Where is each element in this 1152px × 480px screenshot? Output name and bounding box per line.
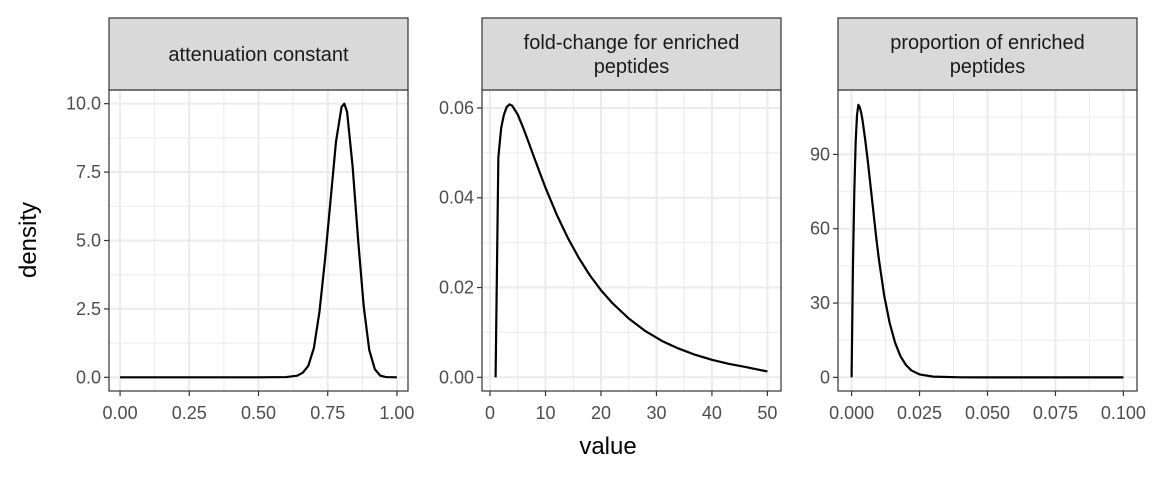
facet-strip-label: fold-change for enriched xyxy=(524,32,740,54)
y-axis-title: density xyxy=(15,202,42,278)
x-tick-label: 0.000 xyxy=(829,403,874,423)
facet-strip-label: proportion of enriched xyxy=(890,32,1085,54)
x-tick-label: 50 xyxy=(757,403,777,423)
x-tick-label: 0.050 xyxy=(965,403,1010,423)
facet-strip-label: peptides xyxy=(950,56,1026,78)
y-tick-label: 0.02 xyxy=(439,278,474,298)
y-tick-label: 30 xyxy=(810,293,830,313)
y-tick-label: 0 xyxy=(820,367,830,387)
panel-background xyxy=(482,90,781,391)
x-tick-label: 30 xyxy=(646,403,666,423)
facet-strip-label: attenuation constant xyxy=(168,44,349,66)
x-tick-label: 0.00 xyxy=(103,403,138,423)
y-tick-label: 0.04 xyxy=(439,188,474,208)
y-tick-label: 60 xyxy=(810,219,830,239)
x-tick-label: 20 xyxy=(591,403,611,423)
y-tick-label: 7.5 xyxy=(76,162,101,182)
x-tick-label: 0.025 xyxy=(897,403,942,423)
x-tick-label: 0.75 xyxy=(310,403,345,423)
y-tick-label: 0.0 xyxy=(76,367,101,387)
y-tick-label: 90 xyxy=(810,144,830,164)
x-tick-label: 0.075 xyxy=(1033,403,1078,423)
density-line-1 xyxy=(120,102,397,379)
x-axis-title: value xyxy=(579,433,636,460)
facet-strip xyxy=(837,17,1138,91)
x-tick-label: 0.25 xyxy=(172,403,207,423)
panel-1: attenuation constant 0.00 0.25 0.50 0.75 1.00… xyxy=(66,17,414,423)
x-tick-label: 0.50 xyxy=(241,403,276,423)
facet-strip xyxy=(108,17,409,91)
x-tick-label: 1.00 xyxy=(379,403,414,423)
x-tick-label: 0 xyxy=(485,403,495,423)
y-tick-label: 2.5 xyxy=(76,299,101,319)
y-tick-label: 10.0 xyxy=(66,94,101,114)
facet-strip-label: peptides xyxy=(594,56,670,78)
y-tick-label: 0.06 xyxy=(439,98,474,118)
density-line-3 xyxy=(850,103,1124,379)
x-tick-label: 40 xyxy=(702,403,722,423)
density-line-2 xyxy=(494,103,768,378)
x-tick-label: 10 xyxy=(536,403,556,423)
y-tick-label: 0.00 xyxy=(439,367,474,387)
y-tick-label: 5.0 xyxy=(76,231,101,251)
facet-strip xyxy=(481,17,782,91)
x-tick-label: 0.100 xyxy=(1101,403,1146,423)
